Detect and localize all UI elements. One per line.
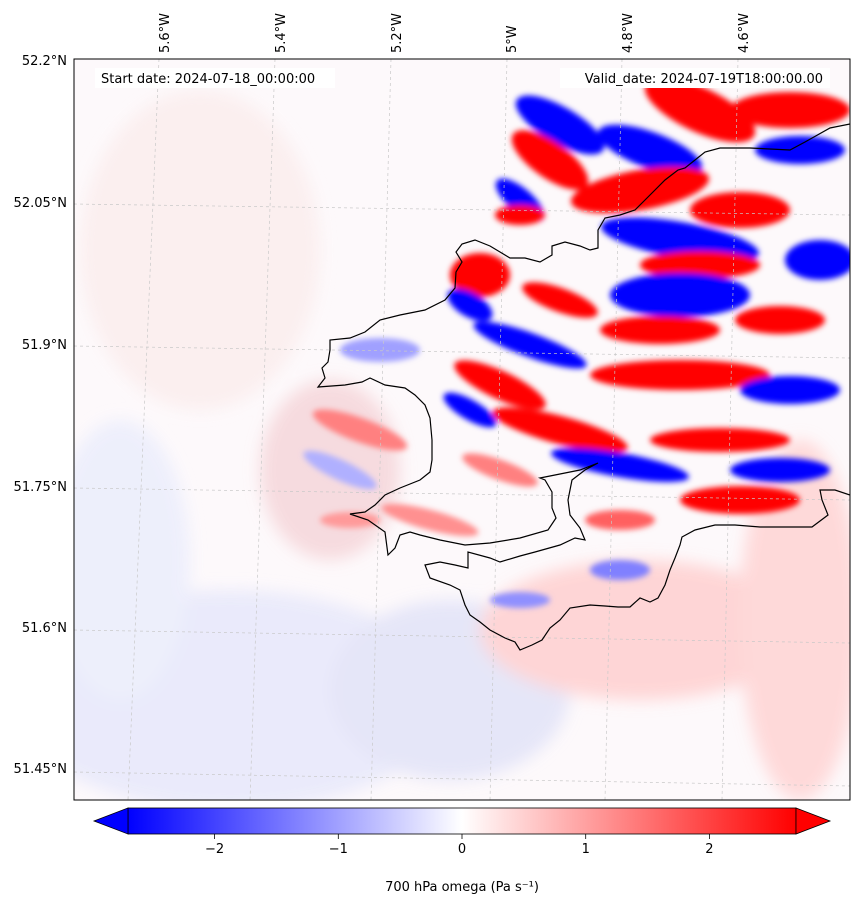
colorbar-extend-min	[92, 807, 129, 835]
start-date-label: Start date: 2024-07-18_00:00:00	[101, 72, 315, 87]
colorbar-bar	[127, 807, 797, 835]
lon-label: 4.8°W	[621, 13, 636, 53]
colorbar-tick-label: −2	[205, 842, 224, 857]
omega-field	[74, 59, 850, 800]
colorbar-label: 700 hPa omega (Pa s⁻¹)	[385, 880, 539, 895]
map-frame	[73, 58, 851, 801]
colorbar-extend-max	[795, 807, 832, 835]
lon-label: 5.2°W	[390, 13, 405, 53]
latitude-labels: 52.2°N 52.05°N 51.9°N 51.75°N 51.6°N 51.…	[14, 54, 67, 777]
colorbar: −2 −1 0 1 2 700 hPa omega (Pa s⁻¹)	[92, 807, 832, 895]
colorbar-tick-label: 2	[705, 842, 713, 857]
lat-label: 52.05°N	[14, 196, 67, 211]
valid-date-label: Valid_date: 2024-07-19T18:00:00.00	[585, 72, 823, 87]
lon-label: 5.6°W	[158, 13, 173, 53]
coastline	[316, 123, 850, 651]
lat-label: 51.6°N	[22, 621, 67, 636]
colorbar-tick-label: 1	[582, 842, 590, 857]
lat-label: 52.2°N	[22, 54, 67, 69]
lon-label: 5.4°W	[274, 13, 289, 53]
gridlines	[74, 59, 850, 800]
colorbar-tick-label: −1	[329, 842, 348, 857]
longitude-labels: 5.6°W 5.4°W 5.2°W 5°W 4.8°W 4.6°W	[158, 13, 752, 53]
lat-label: 51.9°N	[22, 338, 67, 353]
lon-label: 5°W	[505, 25, 520, 53]
colorbar-tick-label: 0	[458, 842, 466, 857]
lat-label: 51.75°N	[14, 480, 67, 495]
lat-label: 51.45°N	[14, 762, 67, 777]
lon-label: 4.6°W	[737, 13, 752, 53]
